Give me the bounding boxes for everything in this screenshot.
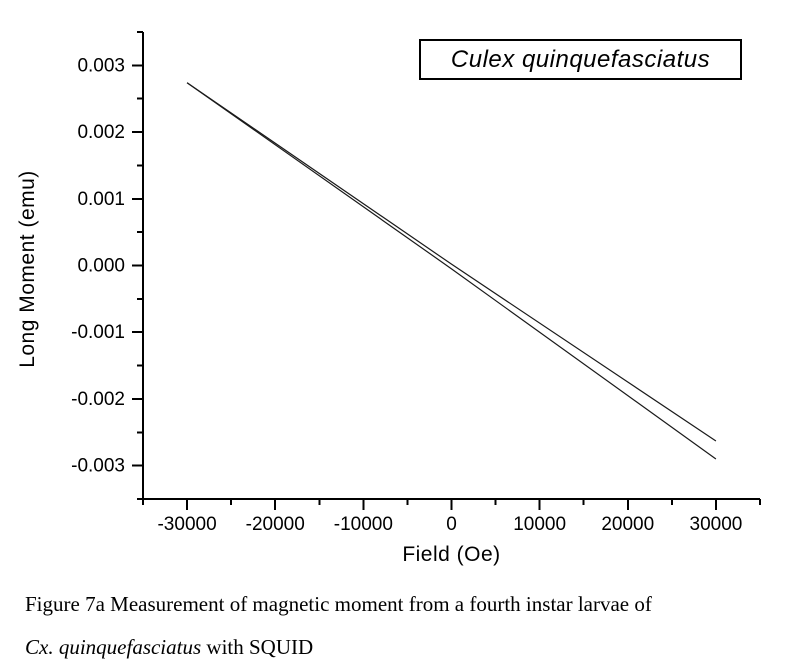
x-tick-label: 10000 [513, 514, 566, 535]
legend-title: Culex quinquefasciatus [450, 45, 711, 73]
x-tick-label: 0 [446, 514, 457, 535]
figure-caption: Figure 7a Measurement of magnetic moment… [25, 583, 765, 668]
caption-line-2-rest: with SQUID [201, 635, 314, 659]
caption-line-1: Figure 7a Measurement of magnetic moment… [25, 592, 652, 616]
y-tick-label: 0.001 [77, 189, 125, 210]
data-line-2 [186, 82, 717, 460]
caption-species-italic: Cx. quinquefasciatus [25, 635, 202, 659]
x-tick-label: 30000 [690, 514, 743, 535]
legend-box: Culex quinquefasciatus [419, 39, 742, 80]
x-tick-label: -30000 [157, 514, 216, 535]
y-tick-label: 0.002 [77, 122, 125, 143]
y-tick-label: -0.001 [71, 322, 125, 343]
caption-line-2: Cx. quinquefasciatus with SQUID [25, 626, 765, 668]
y-tick-label: 0.003 [77, 55, 125, 76]
y-tick-label: 0.000 [77, 256, 125, 277]
x-axis-title: Field (Oe) [402, 543, 501, 566]
x-tick-label: 20000 [601, 514, 654, 535]
y-axis-title: Long Moment (emu) [16, 170, 39, 368]
data-line-1 [186, 82, 717, 442]
x-tick-label: -20000 [246, 514, 305, 535]
y-tick-label: -0.002 [71, 389, 125, 410]
y-tick-label: -0.003 [71, 456, 125, 477]
x-tick-label: -10000 [334, 514, 393, 535]
